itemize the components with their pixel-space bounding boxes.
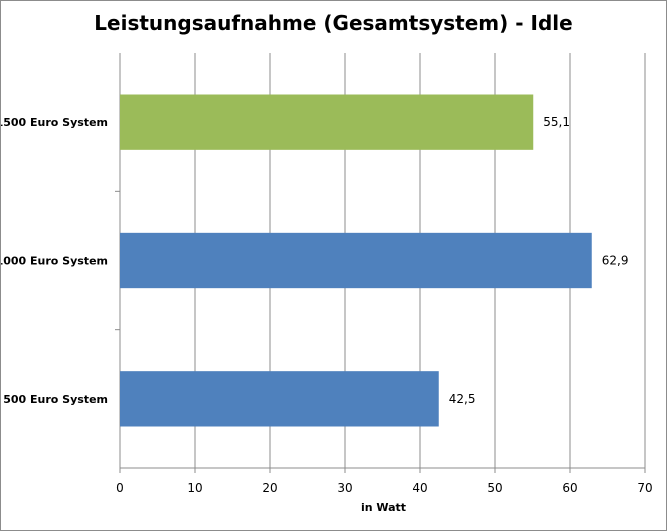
x-tick-label: 0 (116, 481, 124, 495)
x-tick-label: 50 (487, 481, 502, 495)
data-label: 42,5 (449, 392, 476, 406)
bar (120, 94, 534, 150)
bar (120, 232, 592, 289)
x-tick-label: 40 (412, 481, 427, 495)
bar (120, 371, 439, 427)
chart-title: Leistungsaufnahme (Gesamtsystem) - Idle (94, 11, 573, 35)
x-tick-label: 60 (562, 481, 577, 495)
x-tick-label: 70 (637, 481, 652, 495)
data-label: 62,9 (602, 254, 629, 268)
x-axis-title: in Watt (361, 501, 406, 514)
category-label: 1000 Euro System (1, 255, 108, 268)
x-tick-label: 20 (262, 481, 277, 495)
category-label: 1500 Euro System (1, 116, 108, 129)
x-tick-label: 10 (187, 481, 202, 495)
data-label: 55,1 (543, 115, 570, 129)
x-tick-label: 30 (337, 481, 352, 495)
category-label: 500 Euro System (3, 393, 108, 406)
